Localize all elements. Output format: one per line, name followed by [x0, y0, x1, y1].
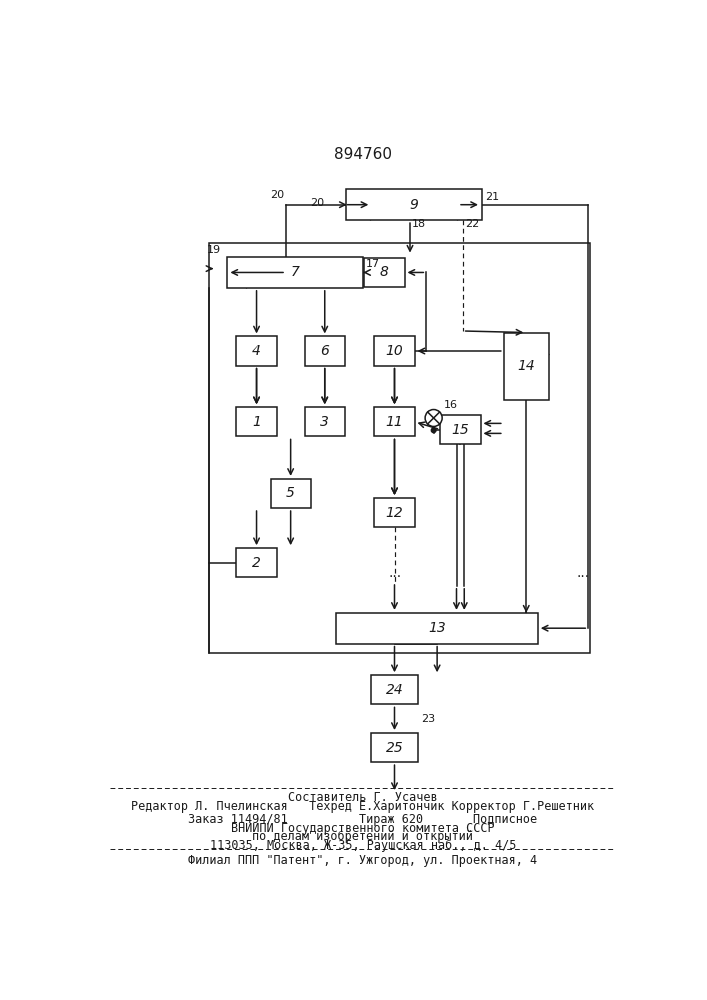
Text: 10: 10: [385, 344, 404, 358]
Text: 7: 7: [291, 265, 300, 279]
Bar: [305, 336, 345, 366]
Text: 20: 20: [271, 190, 285, 200]
Text: 17: 17: [366, 259, 380, 269]
Text: 1: 1: [252, 415, 261, 429]
Text: 25: 25: [385, 741, 404, 755]
Text: 21: 21: [486, 192, 500, 202]
Bar: [374, 407, 414, 436]
Text: 16: 16: [444, 400, 457, 410]
Text: 15: 15: [452, 423, 469, 437]
Circle shape: [431, 428, 436, 433]
Text: 14: 14: [518, 359, 535, 373]
Bar: [236, 336, 276, 366]
Bar: [374, 336, 414, 366]
Text: 22: 22: [465, 219, 479, 229]
Text: Филиал ППП "Патент", г. Ужгород, ул. Проектная, 4: Филиал ППП "Патент", г. Ужгород, ул. Про…: [188, 854, 537, 867]
Bar: [504, 333, 549, 400]
Text: 11: 11: [385, 415, 404, 429]
Bar: [271, 479, 311, 508]
Text: Заказ 11494/81          Тираж 620       Подписное: Заказ 11494/81 Тираж 620 Подписное: [188, 813, 537, 826]
Text: 18: 18: [412, 219, 426, 229]
Text: 5: 5: [286, 486, 295, 500]
Bar: [337, 613, 538, 644]
Bar: [364, 258, 404, 287]
Text: 3: 3: [320, 415, 329, 429]
Bar: [440, 415, 481, 444]
Bar: [228, 257, 363, 288]
Bar: [236, 548, 276, 577]
Bar: [305, 407, 345, 436]
Text: 9: 9: [409, 198, 419, 212]
Text: 4: 4: [252, 344, 261, 358]
Text: 24: 24: [385, 683, 404, 697]
Text: Редактор Л. Пчелинская   Техред Е.Харитончик Корректор Г.Решетник: Редактор Л. Пчелинская Техред Е.Харитонч…: [132, 800, 595, 813]
Text: 8: 8: [380, 265, 389, 279]
Text: 23: 23: [421, 714, 435, 724]
Bar: [236, 407, 276, 436]
Text: по делам изобретений и открытий: по делам изобретений и открытий: [252, 830, 473, 843]
Text: 6: 6: [320, 344, 329, 358]
Bar: [346, 189, 481, 220]
Text: 20: 20: [310, 198, 325, 208]
Circle shape: [425, 410, 442, 426]
Text: Составитель Г. Усачев: Составитель Г. Усачев: [288, 791, 438, 804]
Text: ...: ...: [577, 566, 590, 580]
Bar: [371, 675, 418, 704]
Bar: [371, 733, 418, 762]
Text: 12: 12: [385, 506, 404, 520]
Bar: [374, 498, 414, 527]
Text: 2: 2: [252, 556, 261, 570]
Text: 113035, Москва, Ж-35, Раушская наб., д. 4/5: 113035, Москва, Ж-35, Раушская наб., д. …: [209, 839, 516, 852]
Text: ВНИИПИ Государственного комитета СССР: ВНИИПИ Государственного комитета СССР: [231, 822, 494, 835]
Bar: [209, 243, 590, 653]
Text: 19: 19: [207, 245, 221, 255]
Text: ...: ...: [388, 566, 402, 580]
Text: 894760: 894760: [334, 147, 392, 162]
Text: 13: 13: [428, 621, 446, 635]
